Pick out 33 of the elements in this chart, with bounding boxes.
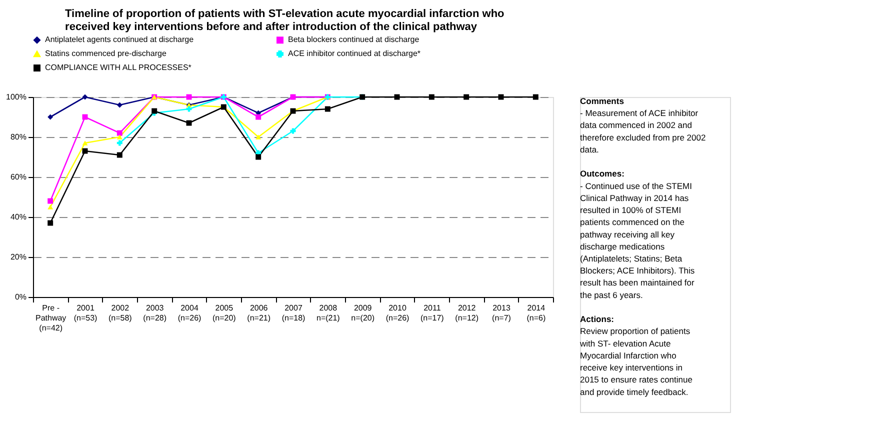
x-tick-label: 2006 (n=21) [247, 304, 271, 322]
text: - Measurement of ACE inhibitor data commenced in 2002 and therefore excluded from pre 2002 data. [580, 108, 706, 154]
chart-title: Timeline of proportion of patients with ST-elevation acute myocardial infarction who received key interventions before and after introduction of the clinical pathway [65, 8, 505, 33]
x-tick-label: 2014 (n=6) [526, 304, 546, 322]
y-tick-label: 100% [6, 92, 26, 102]
legend-label: ACE inhibitor continued at discharge* [288, 49, 421, 58]
y-tick-label: 40% [10, 212, 26, 222]
x-tick-label: 2012 (n=12) [455, 304, 479, 322]
x-tick-label: 2009 n=(20) [351, 304, 375, 322]
x-tick-label: 2011 (n=17) [420, 304, 444, 322]
text: Outcomes: [580, 168, 625, 179]
x-tick-label: 2001 (n=53) [74, 304, 98, 322]
legend-label: Antiplatelet agents continued at discharge [45, 35, 194, 44]
x-tick-label: 2007 (n=18) [282, 304, 306, 322]
legend-label: Beta blockers continued at discharge [288, 35, 420, 44]
legend-label: Statins commenced pre-discharge [45, 49, 167, 58]
text: Comments [580, 96, 624, 106]
x-tick-label: 2002 (n=58) [108, 304, 132, 322]
text: Actions: [580, 314, 614, 324]
y-tick-label: 20% [10, 252, 26, 262]
x-tick-label: 2013 (n=7) [492, 304, 512, 322]
x-tick-label: 2008 n=(21) [316, 304, 340, 322]
y-tick-label: 60% [10, 172, 26, 182]
y-tick-label: 0% [14, 292, 26, 302]
text: - Continued use of the STEMI Clinical Pathway in 2014 has resulted in 100% of STEMI patients commenced on the pathway receiving all key discharge medications (Antiplatelets; Statins; Beta Blockers; ACE Inhibitors). This result has been maintained for the past 6 years. [580, 180, 695, 300]
text: Review proportion of patients with ST- elevation Acute Myocardial Infarction who receive key interventions in 2015 to ensure rates continue and provide timely feedback. [579, 326, 693, 397]
x-tick-label: 2003 (n=28) [143, 304, 167, 322]
x-tick-label: 2004 (n=26) [178, 304, 202, 322]
y-tick-label: 80% [10, 132, 26, 142]
x-tick-label: 2010 (n=26) [386, 304, 410, 322]
x-tick-label: 2005 (n=20) [212, 304, 236, 322]
x-tick-label: Pre - Pathway (n=42) [35, 304, 66, 332]
legend-label: COMPLIANCE WITH ALL PROCESSES* [45, 63, 192, 72]
